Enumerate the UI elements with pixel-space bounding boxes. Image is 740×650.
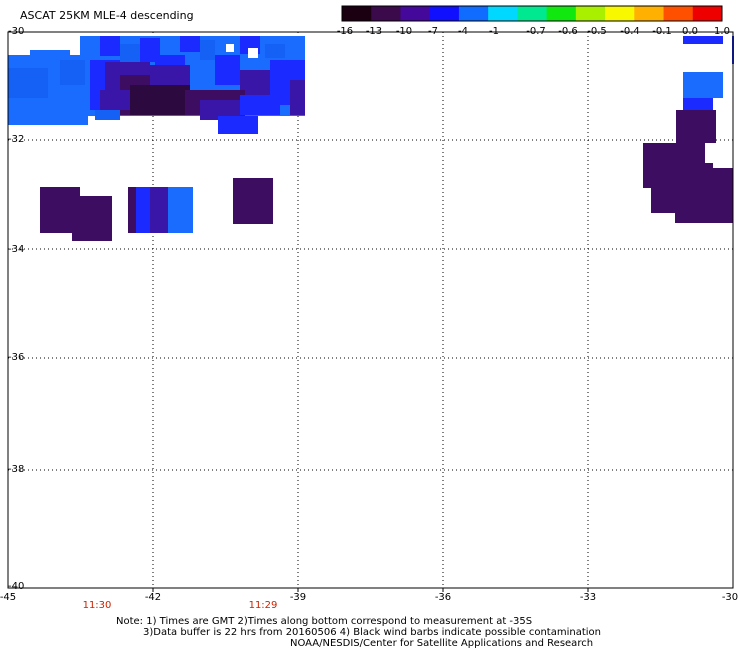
data-cell	[200, 40, 215, 60]
colorbar-segment	[458, 6, 489, 21]
lat-label-34: -34	[8, 244, 25, 255]
data-cell	[168, 187, 193, 233]
lon-label-36: -36	[434, 592, 452, 603]
data-cell	[285, 36, 305, 56]
time-label-1129: 11:29	[248, 600, 278, 611]
data-cell	[676, 110, 716, 145]
note-line-1: Note: 1) Times are GMT 2)Times along bot…	[116, 616, 533, 627]
colorbar-segment	[371, 6, 401, 21]
data-cell	[683, 72, 723, 98]
data-cell	[150, 187, 170, 233]
lon-label-30: -30	[721, 592, 739, 603]
colorbar-segment	[575, 6, 606, 21]
data-cell	[30, 50, 70, 60]
note-line-3: NOAA/NESDIS/Center for Satellite Applica…	[290, 638, 594, 649]
data-cell	[60, 60, 85, 85]
data-cell	[240, 95, 280, 115]
data-cell	[290, 80, 305, 115]
colorbar-segment	[663, 6, 694, 21]
map-title: ASCAT 25KM MLE-4 descending	[20, 9, 194, 22]
data-cell	[136, 187, 152, 233]
note-line-2: 3)Data buffer is 22 hrs from 20160506 4)…	[143, 627, 601, 638]
colorbar-label: -0.4	[620, 26, 640, 37]
data-cell	[265, 44, 285, 58]
colorbar-label: -0.7	[526, 26, 546, 37]
data-cell	[100, 36, 120, 56]
data-cell	[675, 185, 733, 223]
colorbar	[341, 5, 723, 22]
colorbar-segment	[429, 6, 460, 21]
colorbar-label: 0.0	[682, 26, 698, 37]
colorbar-label: -0.1	[652, 26, 672, 37]
colorbar-segment	[517, 6, 548, 21]
data-cell	[130, 85, 190, 115]
lon-label-33: -33	[579, 592, 597, 603]
data-cell	[233, 178, 273, 224]
lat-label-32: -32	[8, 134, 25, 145]
data-cell	[95, 110, 120, 120]
data-cell	[683, 98, 713, 110]
data-cell	[20, 110, 80, 125]
colorbar-segment	[605, 6, 635, 21]
data-cell	[100, 90, 130, 110]
data-cells	[8, 36, 734, 241]
colorbar-label: -1	[489, 26, 499, 37]
data-cell	[200, 100, 245, 120]
lon-label-42: -42	[144, 592, 162, 603]
lat-label-30: -30	[8, 26, 25, 37]
map-frame	[7, 31, 734, 589]
colorbar-segment	[692, 6, 723, 21]
colorbar-label: 1.0	[714, 26, 730, 37]
colorbar-label: -0.5	[587, 26, 607, 37]
data-cell	[72, 196, 112, 241]
colorbar-segment	[634, 6, 665, 21]
data-cell	[683, 36, 723, 44]
lon-label-45: -45	[0, 592, 17, 603]
colorbar-label: -0.6	[558, 26, 578, 37]
data-cell	[226, 44, 234, 52]
data-cell	[120, 44, 140, 62]
lat-lon-grid	[8, 32, 733, 592]
colorbar-label: -10	[395, 26, 413, 37]
colorbar-segment	[400, 6, 431, 21]
colorbar-label: -7	[428, 26, 438, 37]
data-cell	[705, 143, 717, 163]
colorbar-label: -4	[458, 26, 468, 37]
data-cell	[218, 116, 258, 134]
lat-label-40: -40	[8, 581, 25, 592]
time-label-1130: 11:30	[82, 600, 112, 611]
data-cell	[248, 48, 258, 58]
data-cell	[180, 36, 200, 52]
colorbar-segment	[546, 6, 577, 21]
data-cell	[215, 55, 240, 85]
lon-label-39: -39	[289, 592, 307, 603]
colorbar-segment	[342, 6, 372, 21]
lat-label-36: -36	[8, 352, 25, 363]
data-cell	[8, 68, 48, 98]
lat-label-38: -38	[8, 464, 25, 475]
colorbar-label: -13	[365, 26, 383, 37]
colorbar-label: -16	[336, 26, 354, 37]
colorbar-segment	[488, 6, 518, 21]
